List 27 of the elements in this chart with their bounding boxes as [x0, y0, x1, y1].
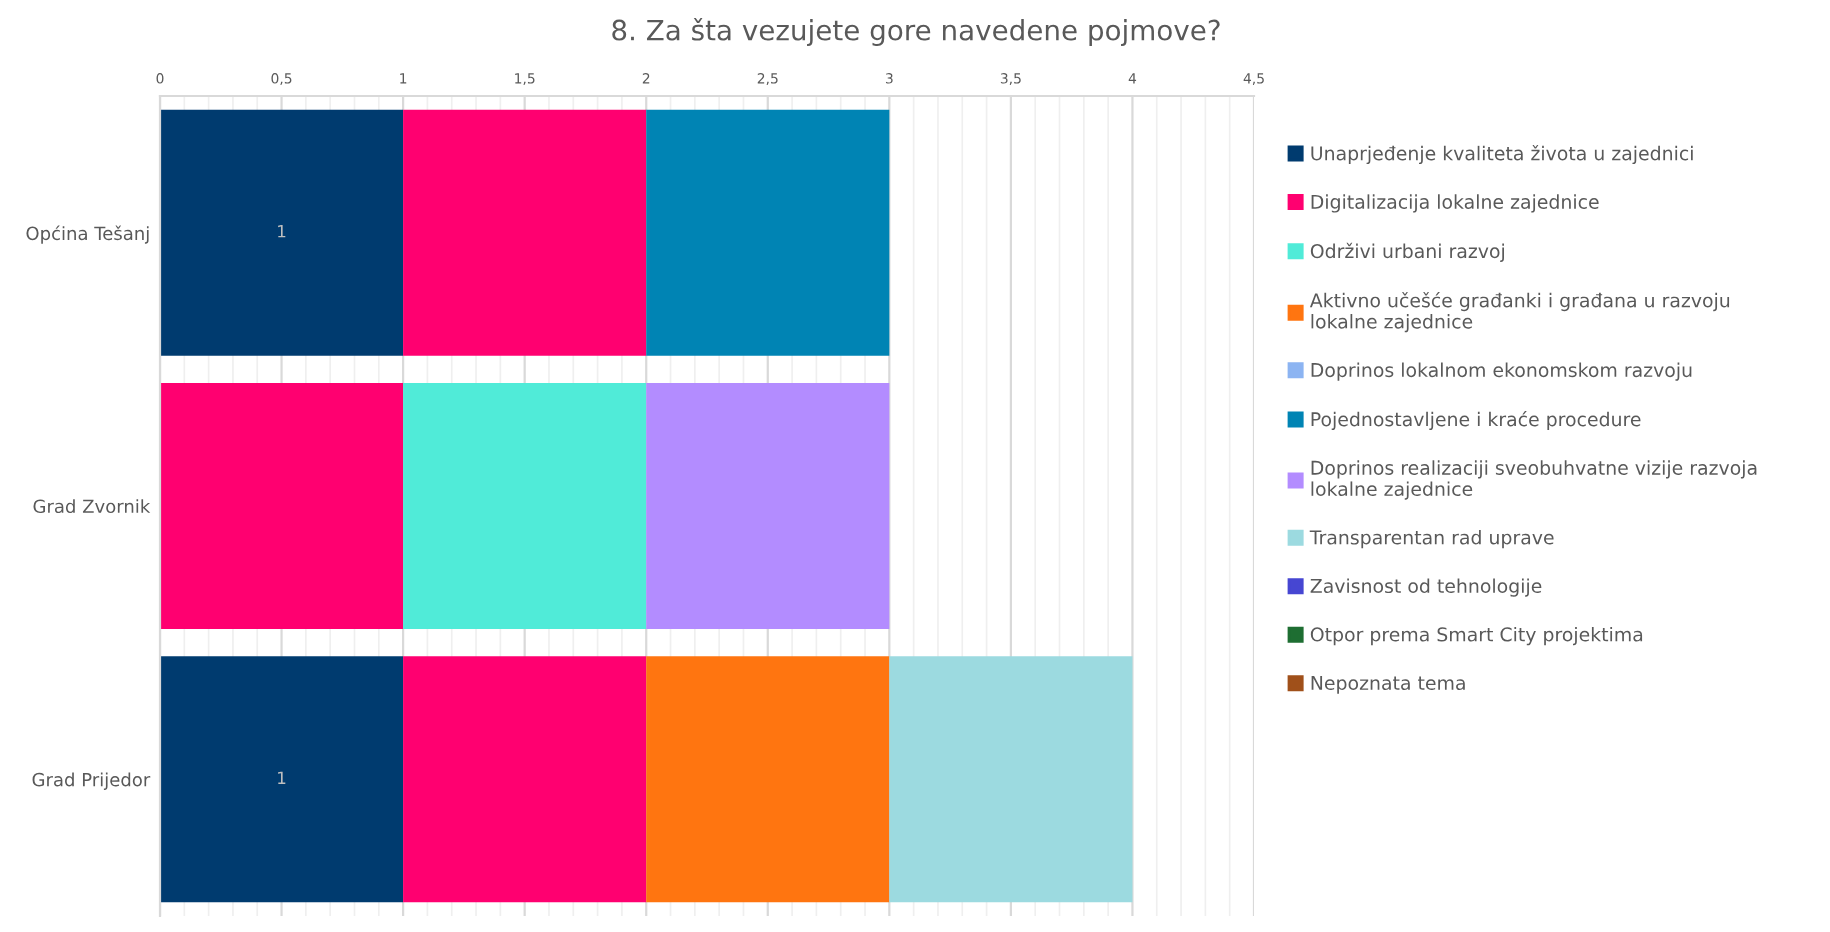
legend-label: Otpor prema Smart City projektima	[1310, 626, 1643, 646]
data-label: 1	[278, 771, 286, 784]
bar	[646, 383, 890, 629]
chart-title: 8. Za šta vezujete gore navedene pojmove?	[612, 18, 1220, 46]
legend-label: Pojednostavljene i kraće procedure	[1311, 411, 1641, 431]
y-tick-label: Grad Zvornik	[33, 499, 151, 514]
bar	[160, 109, 404, 356]
legend-label: Transparentan rad uprave	[1309, 529, 1554, 549]
legend-label: Aktivno učešće građanki i građana u razvoju lokalne zajednice	[1309, 292, 1730, 333]
legend-label: Nepoznata tema	[1311, 676, 1465, 694]
bar	[646, 109, 890, 356]
y-tick-label: Općina Tešanj	[26, 225, 149, 244]
bar	[403, 383, 647, 629]
bar	[160, 656, 404, 903]
bar	[403, 656, 647, 903]
bar	[889, 656, 1133, 903]
data-label: 1	[278, 225, 286, 238]
y-tick-label: Grad Prijedor	[32, 772, 151, 790]
legend-label: Održivi urbani razvoj	[1310, 242, 1504, 262]
bar	[160, 383, 404, 629]
legend-label: Doprinos lokalnom ekonomskom razvoju	[1311, 362, 1692, 381]
legend-label: Doprinos realizaciji sveobuhvatne vizije razvoja lokalne zajednice	[1311, 460, 1757, 500]
bar	[403, 109, 647, 356]
bar	[646, 656, 890, 903]
legend-label: Unaprjeđenje kvaliteta života u zajednici	[1311, 145, 1693, 165]
legend-label: Digitalizacija lokalne zajednice	[1311, 194, 1599, 213]
legend-label: Zavisnost od tehnologije	[1310, 578, 1542, 597]
